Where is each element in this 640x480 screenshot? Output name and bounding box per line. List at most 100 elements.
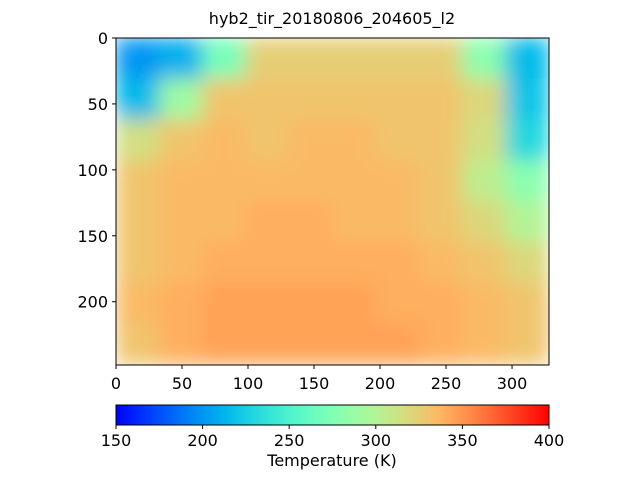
colorbar-tick-label: 250	[274, 431, 305, 450]
heatmap-cell	[158, 160, 204, 202]
heatmap-cell	[332, 119, 377, 162]
heatmap-cell	[158, 119, 204, 162]
heatmap-cell	[375, 78, 420, 121]
heatmap-cell	[418, 78, 463, 121]
heatmap-cell	[288, 38, 333, 80]
heatmap-cell	[505, 201, 549, 243]
y-tick-label: 50	[88, 95, 108, 114]
colorbar-tick-label: 350	[447, 431, 478, 450]
heatmap-cell	[332, 201, 377, 243]
heatmap-cell	[418, 241, 463, 284]
x-tick-label: 250	[431, 374, 462, 393]
colorbar-tick-label: 150	[101, 431, 132, 450]
heatmap-cell	[245, 201, 290, 243]
heatmap-cell	[332, 241, 377, 284]
colorbar-tick-label: 300	[361, 431, 392, 450]
heatmap-cell	[461, 119, 507, 162]
chart-title: hyb2_tir_20180806_204605_l2	[209, 9, 455, 29]
y-tick-label: 0	[98, 29, 108, 48]
heatmap-cell	[116, 241, 160, 284]
heatmap-cell	[288, 241, 333, 284]
heatmap-cell	[418, 282, 463, 325]
heatmap-cell	[158, 241, 204, 284]
x-tick-label: 50	[172, 374, 192, 393]
heatmap-cell	[202, 201, 247, 243]
heatmap-cell	[332, 323, 377, 365]
heatmap-cell	[332, 38, 377, 80]
heatmap-cell	[288, 323, 333, 365]
heatmap-cell	[202, 78, 247, 121]
heatmap-cell	[418, 323, 463, 365]
heatmap-cell	[116, 78, 160, 121]
y-tick-label: 150	[77, 227, 108, 246]
heatmap-cell	[245, 38, 290, 80]
heatmap-cell	[288, 282, 333, 325]
heatmap-cell	[158, 282, 204, 325]
heatmap-cell	[245, 323, 290, 365]
heatmap-cell	[116, 38, 160, 80]
heatmap-cell	[288, 160, 333, 202]
x-tick-label: 100	[233, 374, 264, 393]
heatmap-cell	[375, 201, 420, 243]
x-tick-label: 200	[365, 374, 396, 393]
colorbar-label: Temperature (K)	[266, 451, 396, 470]
heatmap-cell	[158, 323, 204, 365]
heatmap-cell	[245, 241, 290, 284]
heatmap-cell	[418, 38, 463, 80]
axes-frame	[115, 37, 550, 366]
heatmap-cell	[418, 160, 463, 202]
heatmap-cell	[116, 160, 160, 202]
heatmap-cell	[418, 119, 463, 162]
colorbar-tick-label: 400	[534, 431, 565, 450]
heatmap-cell	[375, 119, 420, 162]
x-tick-label: 0	[111, 374, 121, 393]
heatmap-cell	[288, 201, 333, 243]
heatmap-cell	[375, 323, 420, 365]
heatmap-cell	[505, 282, 549, 325]
heatmap-cell	[202, 282, 247, 325]
heatmap-cell	[245, 78, 290, 121]
heatmap-cell	[288, 119, 333, 162]
heatmap-cell	[332, 160, 377, 202]
heatmap-cell	[505, 160, 549, 202]
heatmap-cells	[116, 38, 549, 365]
y-tick-label: 200	[77, 293, 108, 312]
heatmap-cell	[245, 160, 290, 202]
heatmap-cell	[202, 160, 247, 202]
heatmap-cell	[461, 160, 507, 202]
heatmap-cell	[375, 160, 420, 202]
y-tick-label: 100	[77, 161, 108, 180]
heatmap-cell	[332, 282, 377, 325]
heatmap-cell	[116, 282, 160, 325]
heatmap-cell	[332, 78, 377, 121]
x-tick-label: 150	[299, 374, 330, 393]
heatmap-cell	[202, 38, 247, 80]
heatmap-cell	[461, 323, 507, 365]
heatmap-cell	[202, 323, 247, 365]
image-area	[116, 38, 549, 365]
heatmap-cell	[158, 78, 204, 121]
heatmap-cell	[461, 78, 507, 121]
heatmap-cell	[461, 241, 507, 284]
heatmap-cell	[505, 38, 549, 80]
colorbar	[115, 404, 550, 426]
heatmap-cell	[461, 201, 507, 243]
heatmap-cell	[375, 282, 420, 325]
heatmap-cell	[245, 282, 290, 325]
heatmap-cell	[375, 38, 420, 80]
heatmap-cell	[158, 201, 204, 243]
heatmap-cell	[245, 119, 290, 162]
heatmap-cell	[505, 119, 549, 162]
heatmap-cell	[158, 38, 204, 80]
heatmap-cell	[116, 323, 160, 365]
heatmap-cell	[202, 241, 247, 284]
colorbar-tick-label: 200	[187, 431, 218, 450]
x-tick-label: 300	[497, 374, 528, 393]
heatmap-cell	[116, 201, 160, 243]
heatmap-cell	[505, 78, 549, 121]
heatmap-cell	[375, 241, 420, 284]
heatmap-cell	[418, 201, 463, 243]
heatmap-cell	[288, 78, 333, 121]
heatmap-cell	[505, 241, 549, 284]
